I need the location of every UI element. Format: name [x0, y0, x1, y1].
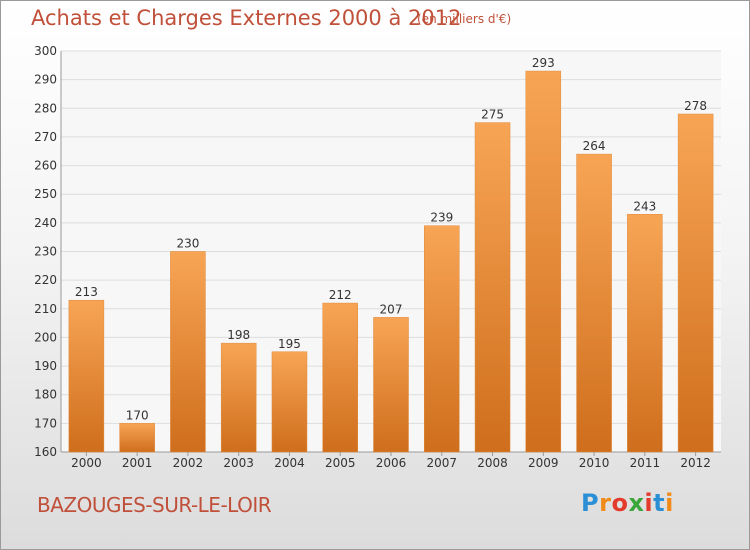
data-label-2008: 275	[481, 108, 504, 122]
x-tick-label-2005: 2005	[325, 456, 356, 470]
x-tick-label-2006: 2006	[376, 456, 407, 470]
bar-2012	[677, 113, 714, 453]
x-tick-label-2004: 2004	[274, 456, 305, 470]
proxiti-logo: Proxiti	[581, 489, 674, 517]
bar-2007	[424, 225, 460, 453]
y-tick-label: 290	[34, 73, 57, 87]
y-tick-label: 160	[34, 445, 57, 459]
x-tick-label-2003: 2003	[223, 456, 254, 470]
data-label-2005: 212	[329, 288, 352, 302]
y-tick-label: 280	[34, 101, 57, 115]
bar-2008	[474, 122, 511, 453]
x-tick-label-2007: 2007	[426, 456, 457, 470]
x-tick-label-2012: 2012	[680, 456, 711, 470]
chart-subtitle: (en milliers d'€)	[417, 12, 512, 26]
x-tick-label-2010: 2010	[579, 456, 610, 470]
bars: 213 170 230 198 195 212 207 239 275 293 264 243 278	[68, 56, 714, 453]
data-label-2010: 264	[583, 139, 606, 153]
commune-name: BAZOUGES-SUR-LE-LOIR	[37, 493, 272, 517]
x-tick-label-2000: 2000	[71, 456, 102, 470]
bar-2002	[170, 251, 206, 453]
x-tick-label-2001: 2001	[122, 456, 153, 470]
y-tick-label: 230	[34, 245, 57, 259]
data-label-2003: 198	[227, 328, 250, 342]
bar-2011	[627, 214, 663, 453]
bar-2003	[220, 342, 257, 453]
data-label-2001: 170	[126, 408, 149, 422]
y-tick-label: 210	[34, 302, 57, 316]
bar-2000	[68, 299, 105, 453]
y-tick-label: 240	[34, 216, 57, 230]
x-tick-label-2008: 2008	[477, 456, 508, 470]
y-tick-label: 180	[34, 388, 57, 402]
data-label-2006: 207	[380, 302, 403, 316]
bar-2010	[576, 153, 612, 453]
y-tick-label: 260	[34, 159, 57, 173]
y-tick-label: 190	[34, 359, 57, 373]
y-tick-label: 300	[34, 44, 57, 58]
bar-2006	[373, 317, 409, 453]
chart-title: Achats et Charges Externes 2000 à 2012	[31, 6, 462, 30]
data-label-2004: 195	[278, 337, 301, 351]
data-label-2007: 239	[430, 211, 453, 225]
y-tick-label: 250	[34, 187, 57, 201]
data-label-2000: 213	[75, 285, 98, 299]
data-label-2002: 230	[176, 237, 199, 251]
y-tick-label: 270	[34, 130, 57, 144]
y-tick-label: 220	[34, 273, 57, 287]
bar-2001	[119, 423, 155, 453]
x-tick-label-2011: 2011	[630, 456, 661, 470]
data-label-2012: 278	[684, 99, 707, 113]
bar-2005	[322, 302, 358, 453]
y-tick-label: 200	[34, 330, 57, 344]
x-tick-label-2002: 2002	[173, 456, 204, 470]
data-label-2011: 243	[633, 199, 656, 213]
x-tick-label-2009: 2009	[528, 456, 559, 470]
bar-2009	[525, 70, 562, 453]
bar-2004	[271, 351, 308, 453]
x-axis: 2000 2001 2002 2003 2004 2005 2006 2007 2008 2009…	[71, 452, 711, 470]
y-tick-label: 170	[34, 416, 57, 430]
data-label-2009: 293	[532, 56, 555, 70]
